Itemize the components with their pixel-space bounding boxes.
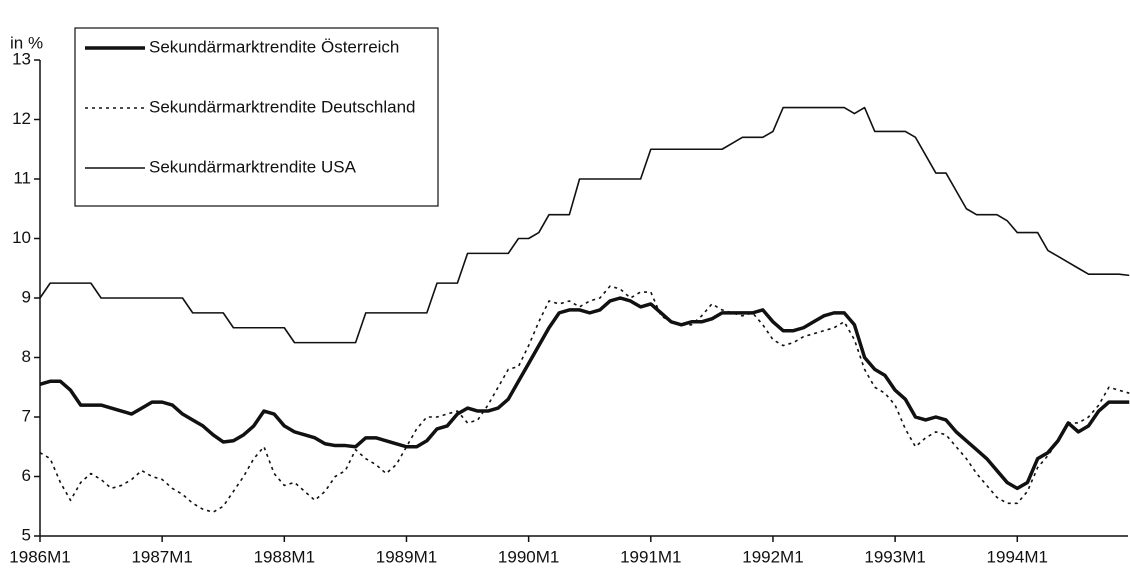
x-tick-label: 1992M1 <box>742 547 803 566</box>
line-series <box>39 106 1130 344</box>
y-tick-label: 11 <box>13 168 31 187</box>
legend-box <box>74 27 439 207</box>
line-series <box>39 296 1130 491</box>
x-tick-label: 1989M1 <box>376 547 437 566</box>
legend-label: Sekundärmarktrendite Deutschland <box>149 97 415 116</box>
y-tick-label: 12 <box>12 109 31 128</box>
x-tick-label: 1993M1 <box>864 547 925 566</box>
y-tick-label: 13 <box>12 49 31 68</box>
legend-label: Sekundärmarktrendite USA <box>149 157 357 176</box>
y-axis-label: in % <box>10 33 43 52</box>
x-tick-label: 1986M1 <box>9 547 70 566</box>
y-tick-label: 5 <box>22 525 31 544</box>
legend-label: Sekundärmarktrendite Österreich <box>149 37 399 56</box>
x-tick-label: 1990M1 <box>498 547 559 566</box>
y-tick-label: 7 <box>22 406 31 425</box>
x-tick-label: 1994M1 <box>987 547 1048 566</box>
y-tick-label: 8 <box>22 347 31 366</box>
x-tick-label: 1988M1 <box>254 547 315 566</box>
line-series <box>39 285 1130 513</box>
y-tick-label: 9 <box>22 287 31 306</box>
x-tick-label: 1987M1 <box>131 547 192 566</box>
y-tick-label: 6 <box>22 466 31 485</box>
x-tick-label: 1991M1 <box>620 547 681 566</box>
y-tick-label: 10 <box>12 228 31 247</box>
